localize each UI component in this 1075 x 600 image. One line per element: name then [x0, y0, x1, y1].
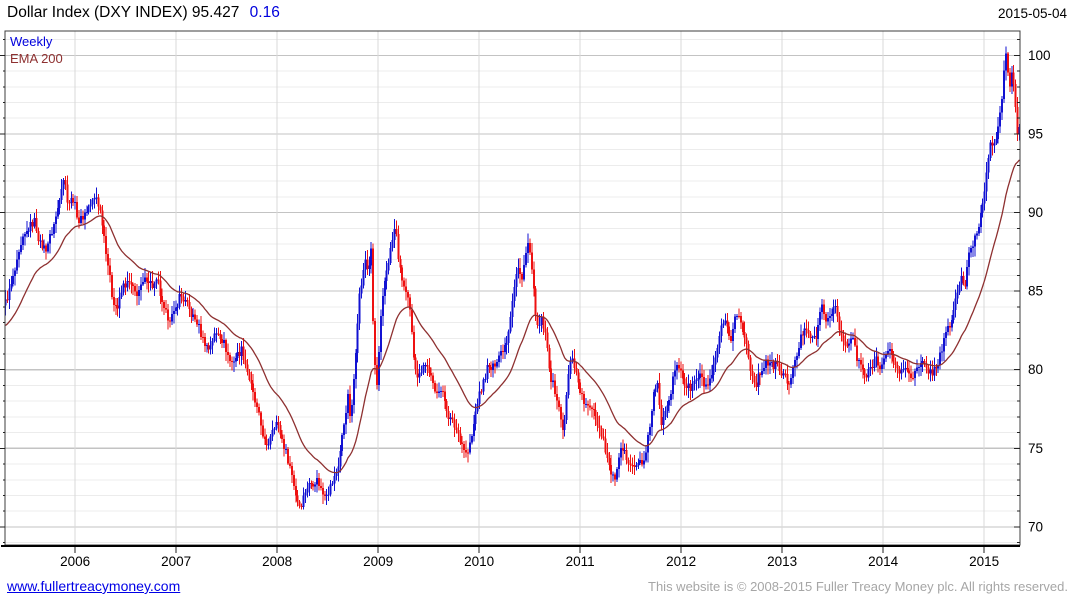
x-axis-label: 2008: [262, 554, 292, 569]
x-axis-label: 2010: [464, 554, 494, 569]
x-axis-label: 2009: [363, 554, 393, 569]
x-axis-label: 2013: [767, 554, 797, 569]
website-link[interactable]: www.fullertreacymoney.com: [7, 578, 181, 594]
x-axis-label: 2011: [566, 554, 595, 569]
y-axis-label: 85: [1028, 284, 1043, 299]
y-axis-label: 95: [1028, 126, 1043, 141]
x-axis-label: 2007: [161, 554, 191, 569]
y-axis-label: 80: [1028, 362, 1043, 377]
y-axis-label: 90: [1028, 205, 1043, 220]
y-axis-label: 70: [1028, 519, 1043, 534]
x-axis-label: 2014: [868, 554, 899, 569]
instrument-name: Dollar Index (DXY INDEX): [7, 4, 188, 21]
y-axis-label: 75: [1028, 441, 1043, 456]
chart-date: 2015-05-04: [997, 6, 1067, 21]
legend-series-weekly: Weekly: [10, 34, 53, 49]
copyright-text: This website is © 2008-2015 Fuller Treac…: [648, 578, 1068, 594]
last-price: 95.427: [191, 4, 240, 21]
x-axis-label: 2015: [969, 554, 999, 569]
x-axis-label: 2006: [60, 554, 90, 569]
chart-title: Dollar Index (DXY INDEX) 95.427 0.16: [7, 4, 280, 22]
footer-bar: www.fullertreacymoney.com This website i…: [0, 575, 1075, 597]
chart-legend: Weekly EMA 200: [10, 33, 63, 67]
y-axis-label: 100: [1028, 48, 1051, 63]
legend-overlay-ema200: EMA 200: [10, 51, 63, 66]
price-change: 0.16: [249, 4, 280, 21]
x-axis-label: 2012: [666, 554, 696, 569]
